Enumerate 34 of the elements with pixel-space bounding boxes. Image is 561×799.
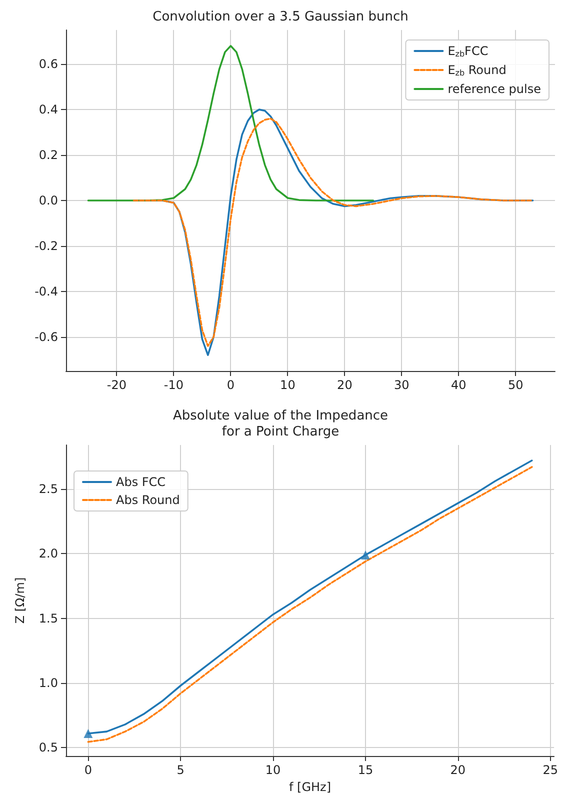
- chart-title: Convolution over a 3.5 Gaussian bunch: [152, 10, 408, 24]
- y-tick-label: 2.5: [38, 482, 58, 496]
- y-tick-label: 2.0: [38, 546, 58, 561]
- y-tick-label: 1.0: [38, 676, 58, 690]
- x-tick-label: -10: [164, 378, 184, 392]
- x-axis-title: f [GHz]: [289, 780, 332, 794]
- x-tick-label: 25: [542, 763, 558, 777]
- y-tick-label: 0.0: [38, 194, 58, 208]
- x-tick-label: 5: [176, 763, 184, 777]
- legend-label: reference pulse: [448, 82, 542, 96]
- x-tick-label: 20: [450, 763, 466, 777]
- y-tick-label: 0.2: [38, 148, 58, 162]
- x-tick-label: 40: [451, 378, 466, 392]
- legend-label: Abs Round: [116, 493, 180, 507]
- x-tick-label: 20: [337, 378, 352, 392]
- y-tick-label: 0.6: [38, 57, 58, 72]
- y-tick-label: 1.5: [38, 611, 58, 626]
- x-tick-label: 0: [84, 763, 92, 777]
- y-tick-label: 0.5: [38, 740, 58, 755]
- y-tick-label: 0.4: [38, 102, 58, 117]
- chart-title: Absolute value of the Impedance for a Point Charge: [172, 408, 388, 440]
- x-tick-label: 10: [265, 763, 281, 777]
- y-axis-title: Z [Ω/m]: [13, 577, 27, 624]
- x-tick-label: 15: [358, 763, 374, 777]
- y-tick-label: -0.2: [34, 238, 58, 253]
- line-series: [87, 45, 374, 202]
- y-tick-label: -0.4: [34, 284, 58, 298]
- x-tick-label: 0: [226, 378, 235, 392]
- y-tick-label: -0.6: [34, 330, 58, 344]
- x-tick-label: -20: [106, 378, 127, 392]
- x-tick-label: 50: [508, 378, 524, 392]
- x-tick-label: 10: [280, 378, 296, 392]
- legend-label: Abs FCC: [116, 475, 166, 489]
- x-tick-label: 30: [394, 378, 410, 392]
